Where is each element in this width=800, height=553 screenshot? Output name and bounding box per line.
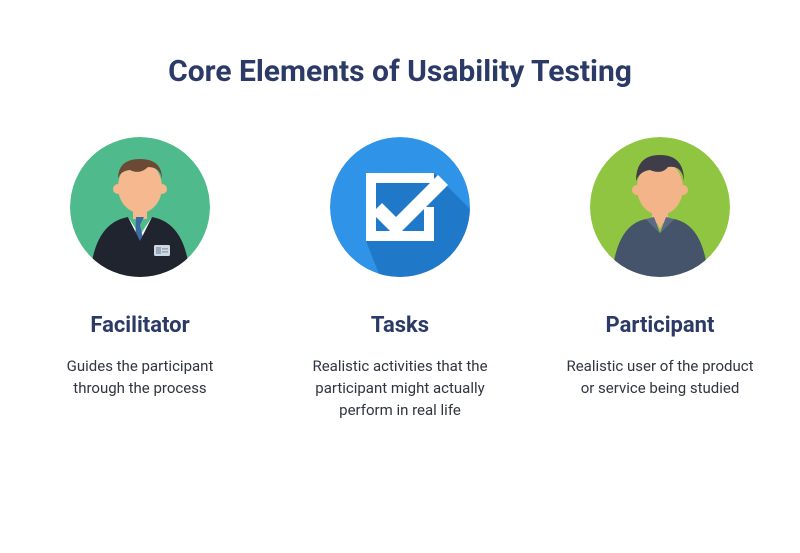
- facilitator-icon: [70, 137, 210, 277]
- facilitator-desc: Guides the participant through the proce…: [45, 356, 235, 400]
- participant-desc: Realistic user of the product or service…: [565, 356, 755, 400]
- tasks-label: Tasks: [371, 313, 429, 338]
- participant-label: Participant: [606, 313, 715, 338]
- page-title: Core Elements of Usability Testing: [168, 54, 632, 89]
- tasks-icon: [330, 137, 470, 277]
- facilitator-label: Facilitator: [90, 313, 189, 338]
- participant-icon: [590, 137, 730, 277]
- tasks-desc: Realistic activities that the participan…: [305, 356, 495, 421]
- facilitator-column: Facilitator Guides the participant throu…: [45, 137, 235, 421]
- participant-column: Participant Realistic user of the produc…: [565, 137, 755, 421]
- elements-row: Facilitator Guides the participant throu…: [0, 137, 800, 421]
- tasks-column: Tasks Realistic activities that the part…: [305, 137, 495, 421]
